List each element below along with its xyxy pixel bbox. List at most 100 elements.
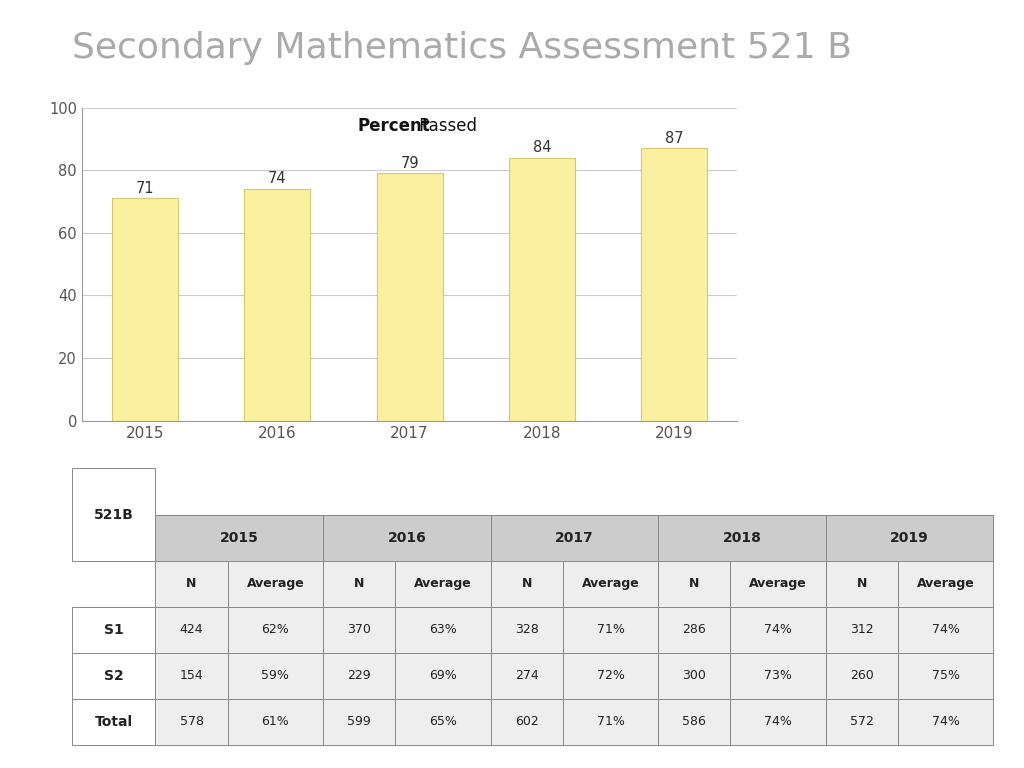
Text: S1: S1 — [103, 623, 124, 637]
Bar — [898, 607, 993, 653]
Text: Average: Average — [247, 578, 304, 590]
Bar — [395, 653, 490, 699]
Text: Percent: Percent — [357, 117, 430, 135]
Bar — [72, 468, 156, 561]
Text: 300: 300 — [682, 670, 707, 682]
Text: 599: 599 — [347, 716, 371, 728]
Bar — [730, 607, 825, 653]
Bar — [490, 653, 563, 699]
Text: 370: 370 — [347, 624, 371, 636]
Bar — [490, 699, 563, 745]
Bar — [730, 699, 825, 745]
Bar — [658, 653, 730, 699]
Bar — [72, 607, 156, 653]
Text: 65%: 65% — [429, 716, 457, 728]
Bar — [323, 561, 395, 607]
Text: N: N — [857, 578, 867, 590]
Bar — [658, 515, 825, 561]
Bar — [490, 607, 563, 653]
Text: 154: 154 — [179, 670, 204, 682]
Text: 61%: 61% — [261, 716, 289, 728]
Text: N: N — [186, 578, 197, 590]
Bar — [227, 653, 323, 699]
Text: Average: Average — [414, 578, 472, 590]
Text: 2017: 2017 — [555, 531, 594, 545]
Text: 2019: 2019 — [890, 531, 929, 545]
Bar — [72, 699, 156, 745]
Text: 69%: 69% — [429, 670, 457, 682]
Text: 74%: 74% — [764, 716, 792, 728]
Bar — [730, 561, 825, 607]
Text: 2018: 2018 — [723, 531, 762, 545]
Text: 84: 84 — [532, 140, 551, 155]
Bar — [825, 653, 898, 699]
Bar — [509, 157, 575, 421]
Bar — [898, 653, 993, 699]
Text: 73%: 73% — [764, 670, 792, 682]
Text: Secondary Mathematics Assessment 521 B: Secondary Mathematics Assessment 521 B — [72, 31, 852, 65]
Bar — [825, 515, 993, 561]
Bar — [730, 653, 825, 699]
Text: Average: Average — [916, 578, 975, 590]
Text: 521B: 521B — [93, 508, 133, 521]
Text: S2: S2 — [103, 669, 124, 683]
Bar — [898, 699, 993, 745]
Bar — [323, 699, 395, 745]
Bar — [244, 189, 310, 421]
Text: 71%: 71% — [597, 624, 625, 636]
Text: Passed: Passed — [414, 117, 476, 135]
Text: 328: 328 — [515, 624, 539, 636]
Bar — [156, 561, 227, 607]
Bar — [641, 148, 708, 421]
Text: Total: Total — [94, 715, 133, 729]
Text: 424: 424 — [180, 624, 204, 636]
Bar — [825, 607, 898, 653]
Text: N: N — [354, 578, 365, 590]
Bar — [156, 515, 323, 561]
Text: 286: 286 — [682, 624, 707, 636]
Bar — [395, 561, 490, 607]
Text: Average: Average — [582, 578, 639, 590]
Bar — [377, 174, 442, 421]
Text: Average: Average — [750, 578, 807, 590]
Bar — [156, 653, 227, 699]
Bar — [156, 699, 227, 745]
Text: 87: 87 — [665, 131, 684, 146]
Text: 74%: 74% — [764, 624, 792, 636]
Bar — [227, 607, 323, 653]
Text: 229: 229 — [347, 670, 371, 682]
Bar — [825, 561, 898, 607]
Bar — [227, 699, 323, 745]
Text: N: N — [689, 578, 699, 590]
Bar — [72, 653, 156, 699]
Text: 75%: 75% — [932, 670, 959, 682]
Text: 79: 79 — [400, 156, 419, 170]
Bar — [658, 607, 730, 653]
Bar — [156, 607, 227, 653]
Text: 2015: 2015 — [220, 531, 259, 545]
Text: 71%: 71% — [597, 716, 625, 728]
Bar — [490, 515, 658, 561]
Text: 59%: 59% — [261, 670, 289, 682]
Bar — [563, 699, 658, 745]
Bar — [490, 561, 563, 607]
Text: 62%: 62% — [261, 624, 289, 636]
Bar — [563, 653, 658, 699]
Text: 74%: 74% — [932, 716, 959, 728]
Bar — [395, 699, 490, 745]
Text: 274: 274 — [515, 670, 539, 682]
Text: 578: 578 — [179, 716, 204, 728]
Bar — [658, 561, 730, 607]
Text: 2016: 2016 — [387, 531, 426, 545]
Bar — [112, 198, 178, 421]
Text: 74: 74 — [268, 171, 287, 187]
Text: 586: 586 — [682, 716, 707, 728]
Text: 602: 602 — [515, 716, 539, 728]
Bar — [658, 699, 730, 745]
Bar — [227, 561, 323, 607]
Text: N: N — [521, 578, 531, 590]
Text: 63%: 63% — [429, 624, 457, 636]
Text: 572: 572 — [850, 716, 873, 728]
Bar — [563, 607, 658, 653]
Bar — [898, 561, 993, 607]
